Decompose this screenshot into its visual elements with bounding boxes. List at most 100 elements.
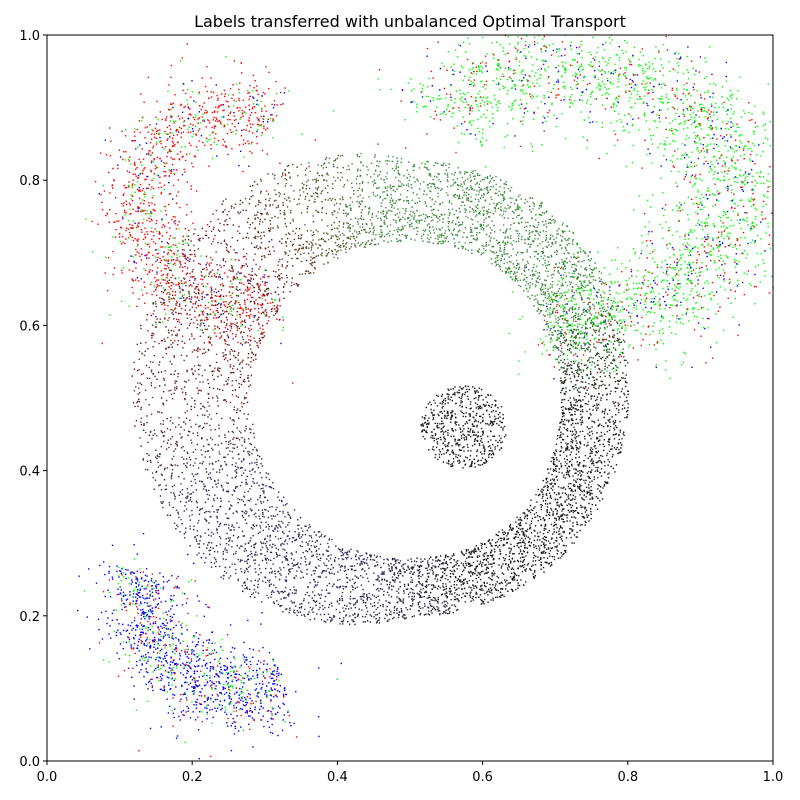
scatter-point-lower-left <box>272 677 274 679</box>
scatter-point-upper-right <box>661 207 664 210</box>
scatter-point-lower-left <box>180 624 182 626</box>
scatter-point-lower-left <box>179 652 181 655</box>
scatter-point-upper-left <box>220 320 222 322</box>
scatter-point-upper-right <box>632 74 635 76</box>
scatter-point-lower-left <box>182 674 185 676</box>
scatter-point-upper-right <box>646 102 648 105</box>
scatter-point-upper-right <box>416 111 418 113</box>
scatter-point-upper-right <box>617 367 620 369</box>
scatter-point-upper-right <box>741 281 744 284</box>
scatter-point-lower-left <box>224 665 226 667</box>
scatter-point-lower-left <box>140 631 142 634</box>
scatter-point-upper-right <box>580 111 582 113</box>
scatter-point-upper-right <box>631 162 634 164</box>
scatter-point-lower-left <box>157 677 159 679</box>
scatter-point-upper-right <box>694 126 697 129</box>
scatter-point-lower-left <box>235 702 237 704</box>
scatter-point-lower-left <box>239 687 241 690</box>
scatter-point-upper-right <box>651 230 653 233</box>
scatter-point-lower-left <box>216 673 218 675</box>
scatter-point-upper-left <box>155 141 158 143</box>
scatter-point-upper-right <box>705 160 707 163</box>
scatter-point-upper-right <box>715 128 718 130</box>
scatter-point-upper-right <box>570 101 573 103</box>
scatter-point-upper-right <box>711 169 713 172</box>
scatter-point-upper-left <box>184 262 186 264</box>
scatter-point-upper-right <box>554 358 557 361</box>
scatter-point-upper-right <box>618 46 620 48</box>
scatter-point-lower-left <box>199 634 201 636</box>
scatter-point-upper-right <box>677 279 679 282</box>
scatter-point-upper-right <box>644 115 646 117</box>
scatter-point-upper-right <box>529 86 531 88</box>
scatter-point-upper-right <box>675 51 677 54</box>
scatter-point-upper-left <box>180 146 183 148</box>
scatter-point-lower-left <box>151 613 154 615</box>
scatter-point-upper-left <box>268 88 270 90</box>
scatter-point-upper-left <box>167 252 169 254</box>
scatter-point-upper-left <box>275 80 277 83</box>
scatter-point-upper-right <box>685 299 687 302</box>
scatter-point-upper-left <box>197 122 199 124</box>
scatter-point-upper-right <box>613 110 616 112</box>
scatter-point-upper-right <box>550 91 552 94</box>
scatter-point-upper-right <box>627 58 630 60</box>
scatter-point-upper-right <box>662 296 665 298</box>
scatter-point-lower-left <box>240 664 242 667</box>
scatter-point-upper-right <box>648 271 650 273</box>
scatter-point-upper-right <box>518 60 521 63</box>
scatter-point-lower-left <box>153 588 155 590</box>
scatter-point-upper-right <box>731 148 734 150</box>
scatter-point-upper-right <box>593 75 595 77</box>
scatter-point-upper-right <box>531 150 534 153</box>
scatter-point-upper-right <box>701 225 703 227</box>
scatter-point-lower-left <box>152 622 155 624</box>
scatter-point-upper-right <box>636 300 639 302</box>
scatter-point-upper-left <box>171 164 174 166</box>
scatter-point-upper-right <box>687 320 690 322</box>
scatter-point-upper-right <box>625 91 627 94</box>
scatter-point-upper-left <box>151 212 153 215</box>
scatter-point-lower-left <box>177 575 179 578</box>
scatter-point-upper-right <box>750 197 752 199</box>
scatter-point-upper-left <box>156 267 159 269</box>
scatter-point-upper-right <box>690 290 692 292</box>
scatter-point-upper-right <box>679 318 682 320</box>
scatter-point-upper-right <box>649 334 651 336</box>
scatter-point-upper-left <box>227 101 229 103</box>
scatter-point-upper-right <box>601 80 603 83</box>
scatter-point-upper-right <box>592 65 594 67</box>
scatter-point-upper-right <box>576 77 579 79</box>
scatter-point-upper-right <box>492 80 494 82</box>
scatter-point-upper-left <box>155 123 158 125</box>
scatter-point-upper-right <box>645 306 647 309</box>
scatter-point-upper-right <box>459 71 461 73</box>
scatter-point-lower-left <box>252 702 254 705</box>
scatter-point-lower-left <box>145 615 148 617</box>
scatter-point-lower-left <box>185 664 187 666</box>
scatter-point-upper-right <box>715 126 717 128</box>
scatter-point-upper-left <box>118 149 120 151</box>
scatter-point-upper-right <box>740 175 742 177</box>
scatter-point-upper-right <box>582 68 585 70</box>
scatter-point-upper-left <box>183 124 185 127</box>
scatter-point-lower-left <box>260 661 262 664</box>
scatter-point-upper-left <box>117 167 119 170</box>
scatter-point-upper-left <box>279 91 282 94</box>
scatter-point-upper-right <box>531 56 533 58</box>
scatter-point-upper-right <box>538 34 540 37</box>
scatter-point-upper-right <box>737 159 739 161</box>
scatter-point-upper-right <box>426 47 429 50</box>
scatter-point-lower-left <box>171 575 173 577</box>
scatter-point-upper-left <box>172 283 174 285</box>
scatter-point-upper-left <box>267 293 269 295</box>
scatter-point-upper-left <box>230 131 232 134</box>
scatter-point-upper-right <box>729 146 732 148</box>
scatter-point-upper-right <box>717 172 719 174</box>
scatter-point-upper-left <box>160 142 162 145</box>
scatter-point-upper-right <box>548 312 551 314</box>
scatter-point-upper-right <box>733 111 735 113</box>
scatter-point-upper-left <box>213 273 215 275</box>
scatter-point-upper-left <box>146 219 148 222</box>
scatter-point-upper-left <box>264 269 266 271</box>
